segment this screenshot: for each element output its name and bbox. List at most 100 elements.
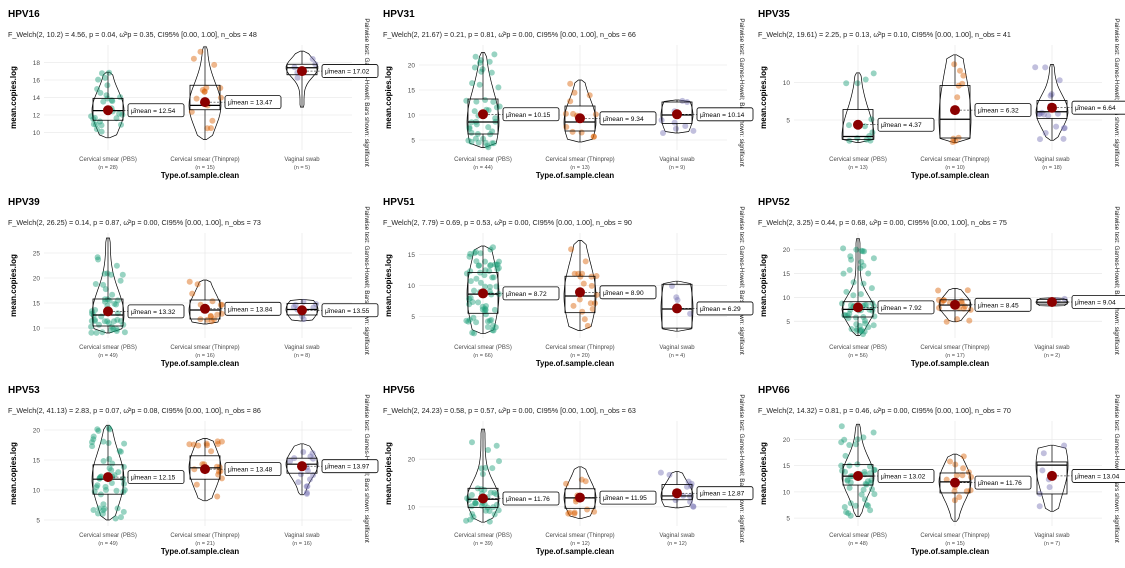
- data-point: [486, 508, 493, 514]
- data-point: [94, 482, 101, 489]
- x-tick-label: Vaginal swab: [659, 157, 695, 163]
- data-point: [113, 326, 120, 333]
- data-point: [848, 302, 854, 309]
- x-tick-count: (n = 16): [292, 541, 312, 547]
- mean-point: [575, 492, 585, 503]
- data-point: [1047, 92, 1054, 99]
- data-point: [850, 279, 857, 286]
- mean-label: μ̂mean = 8.45: [978, 302, 1019, 309]
- data-point: [104, 82, 111, 89]
- data-point: [844, 476, 851, 483]
- data-point: [90, 436, 97, 443]
- data-point: [472, 53, 479, 60]
- data-point: [966, 317, 973, 324]
- data-point: [482, 507, 489, 514]
- mean-label-box: [224, 462, 282, 477]
- violin-outline: [563, 240, 597, 331]
- panel-hpv66: HPV66 F_Welch(2, 14.32) = 0.81, p = 0.46,…: [758, 385, 1125, 556]
- data-point: [471, 287, 477, 294]
- data-point: [490, 244, 496, 251]
- data-point: [967, 306, 974, 313]
- data-point: [954, 316, 961, 323]
- data-point: [111, 472, 118, 479]
- data-point: [466, 253, 473, 260]
- data-point: [1053, 123, 1060, 130]
- mean-label-box: [502, 286, 560, 301]
- mean-point: [103, 105, 113, 116]
- panel-hpv35: HPV35 F_Welch(2, 19.61) = 2.25, p = 0.13,…: [758, 9, 1125, 180]
- x-tick-count: (n = 9): [669, 165, 685, 171]
- data-point: [871, 313, 878, 320]
- data-point: [861, 328, 868, 335]
- mean-label-box: [127, 103, 185, 118]
- data-point: [471, 64, 478, 71]
- group-1: μ̂mean = 7.92: [839, 238, 935, 338]
- data-point: [101, 270, 108, 277]
- data-point: [108, 97, 115, 104]
- mean-point: [1047, 470, 1057, 481]
- data-point: [304, 483, 311, 490]
- data-point: [862, 317, 868, 324]
- data-point: [1039, 467, 1046, 474]
- data-point: [117, 94, 124, 101]
- data-point: [121, 329, 128, 336]
- data-point: [100, 458, 107, 464]
- data-point: [186, 278, 193, 285]
- x-tick-label: Cervical smear (Thinprep): [170, 345, 239, 351]
- group-2: μ̂mean = 8.45: [935, 287, 1032, 325]
- data-point: [845, 315, 852, 321]
- data-point: [479, 303, 486, 310]
- group-3: μ̂mean = 9.04: [1035, 295, 1125, 309]
- x-axis-label: Type.of.sample.clean: [911, 547, 990, 556]
- data-point: [465, 137, 472, 144]
- data-point: [467, 278, 474, 285]
- data-point: [853, 314, 859, 321]
- mean-label: μ̂mean = 17.02: [325, 69, 370, 76]
- mean-label: μ̂mean = 9.34: [603, 116, 644, 123]
- mean-point: [200, 303, 210, 314]
- data-point: [482, 139, 489, 146]
- data-point: [658, 117, 665, 124]
- data-point: [867, 463, 873, 470]
- data-point: [105, 425, 112, 431]
- violin-outline: [188, 46, 222, 140]
- y-tick-label: 10: [408, 283, 416, 290]
- group-2: μ̂mean = 13.48: [186, 438, 282, 502]
- x-tick-label: Cervical smear (PBS): [79, 157, 137, 163]
- panel-subtitle: F_Welch(2, 10.2) = 4.56, p = 0.04, ω̂²p …: [8, 30, 257, 39]
- data-point: [99, 70, 105, 77]
- data-point: [476, 262, 483, 269]
- data-point: [687, 310, 694, 317]
- data-point: [943, 476, 950, 483]
- mean-label: μ̂mean = 12.15: [131, 475, 176, 482]
- data-point: [489, 327, 496, 334]
- mean-label-box: [1071, 100, 1125, 115]
- data-point: [493, 283, 500, 290]
- data-point: [858, 328, 865, 335]
- y-tick-label: 5: [36, 518, 40, 525]
- y-axis-label: mean.copies.log: [759, 442, 768, 505]
- y-tick-label: 15: [408, 252, 416, 259]
- y-tick-label: 10: [408, 113, 416, 120]
- side-note: Pairwise test: Games-Howell; Bars shown:…: [363, 18, 370, 167]
- grid: [794, 45, 1102, 150]
- data-point: [580, 280, 587, 287]
- data-point: [1060, 135, 1067, 142]
- data-point: [1037, 136, 1043, 143]
- data-point: [846, 122, 852, 129]
- data-point: [494, 266, 501, 273]
- group-3: μ̂mean = 6.29: [660, 280, 754, 332]
- data-point: [207, 313, 214, 320]
- mean-point: [672, 303, 682, 314]
- data-point: [466, 316, 473, 323]
- data-point: [214, 493, 221, 500]
- data-point: [861, 468, 868, 475]
- data-point: [113, 301, 120, 308]
- y-tick-label: 15: [33, 301, 41, 308]
- data-point: [110, 326, 117, 333]
- panel-title: HPV56: [383, 385, 415, 396]
- x-tick-count: (n = 49): [98, 541, 118, 547]
- data-point: [468, 138, 475, 145]
- data-point: [581, 316, 588, 323]
- data-point: [587, 300, 594, 307]
